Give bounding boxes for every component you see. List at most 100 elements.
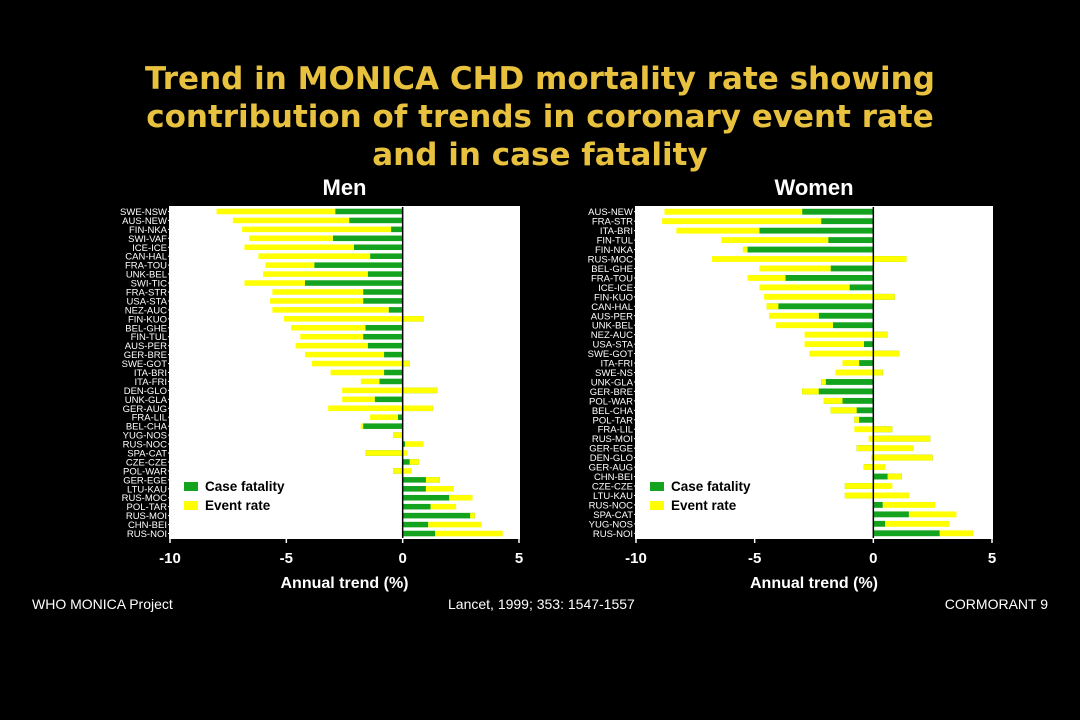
women-bar-event-rate-ita-fri	[842, 360, 860, 366]
men-category-label-ger-ege: GER-EGE	[123, 475, 167, 486]
men-bar-case-fatality-nez-auc	[388, 307, 403, 313]
women-category-label-fin-nka: FIN-NKA	[595, 245, 634, 256]
men-bar-case-fatality-swi-tic	[304, 280, 403, 286]
women-bar-event-rate-rus-moc	[711, 256, 907, 262]
women-bar-event-rate-bel-cha	[830, 407, 857, 414]
women-category-label-pol-tar: POL-TAR	[593, 415, 634, 426]
men-category-label-ger-aug: GER-AUG	[123, 404, 167, 415]
title-line-3: and in case fatality	[372, 137, 708, 173]
women-bar-event-rate-unk-bel	[776, 322, 833, 329]
women-category-label-unk-bel: UNK-BEL	[592, 321, 633, 332]
women-bar-case-fatality-fra-tou	[785, 274, 874, 281]
men-bar-case-fatality-unk-bel	[367, 271, 403, 277]
men-bar-case-fatality-ger-ege	[402, 477, 440, 483]
women-bar-case-fatality-can-hal	[766, 303, 874, 310]
men-bar-event-rate-fin-nka	[242, 226, 392, 233]
men-category-label-den-glo: DEN-GLO	[124, 386, 167, 397]
men-x-tick-label--10: -10	[159, 550, 181, 567]
women-bar-event-rate-ger-aug	[863, 464, 886, 471]
women-legend-label-case-fatality: Case fatality	[671, 479, 751, 494]
women-x-tick-label--5: -5	[748, 550, 761, 567]
men-bar-event-rate-yug-nos	[393, 432, 403, 438]
women-category-label-rus-noi: RUS-NOI	[593, 529, 633, 540]
women-bar-event-rate-pol-tar	[854, 416, 860, 423]
men-category-label-unk-bel: UNK-BEL	[126, 270, 167, 281]
men-bar-event-rate-fin-kuo	[284, 316, 424, 322]
women-category-label-bel-ghe: BEL-GHE	[591, 264, 633, 275]
women-bar-case-fatality-aus-new	[802, 208, 874, 215]
women-legend-label-event-rate: Event rate	[671, 498, 737, 513]
men-category-label-swi-tic: SWI-TIC	[131, 279, 168, 290]
women-bar-case-fatality-rus-noi	[873, 530, 940, 537]
men-bar-case-fatality-ltu-kau	[402, 486, 426, 492]
men-bar-event-rate-ger-ege	[425, 477, 440, 483]
men-bar-case-fatality-fra-lil	[398, 414, 403, 421]
women-bar-case-fatality-unk-gla	[821, 379, 874, 385]
women-bar-case-fatality-pol-tar	[854, 416, 874, 423]
men-bar-case-fatality-can-hal	[370, 253, 403, 259]
men-legend-label-case-fatality: Case fatality	[205, 479, 285, 494]
men-bar-case-fatality-swe-nsw	[335, 208, 403, 215]
women-category-label-den-glo: DEN-GLO	[590, 453, 633, 464]
women-category-label-unk-gla: UNK-GLA	[591, 377, 634, 388]
men-bar-case-fatality-rus-noi	[402, 530, 436, 537]
men-legend-swatch-event-rate	[184, 501, 198, 510]
women-bar-event-rate-ice-ice	[759, 284, 850, 291]
men-bar-case-fatality-rus-moi	[402, 512, 475, 519]
men-bar-case-fatality-swi-vaf	[332, 235, 403, 242]
women-bar-event-rate-ger-ege	[856, 445, 914, 452]
women-bar-event-rate-rus-noi	[939, 530, 974, 537]
men-bar-case-fatality-usa-sta	[363, 298, 403, 304]
women-category-label-aus-per: AUS-PER	[591, 311, 633, 322]
women-category-label-fra-lil: FRA-LIL	[598, 425, 633, 436]
women-bar-event-rate-nez-auc	[804, 331, 888, 338]
women-chart: Women AUS-NEWFRA-STRITA-BRIFIN-TULFIN-NKA…	[588, 175, 997, 592]
women-category-label-fra-tou: FRA-TOU	[591, 273, 633, 284]
women-category-label-ltu-kau: LTU-KAU	[593, 491, 633, 502]
men-bar-event-rate-nez-auc	[272, 307, 389, 313]
men-category-label-fra-lil: FRA-LIL	[132, 413, 167, 424]
footer-citation: Lancet, 1999; 353: 1547-1557	[448, 596, 635, 612]
women-bar-event-rate-ltu-kau	[844, 492, 909, 499]
women-bar-event-rate-pol-war	[823, 397, 843, 404]
men-bar-event-rate-ltu-kau	[425, 486, 454, 492]
women-category-label-can-hal: CAN-HAL	[591, 302, 633, 313]
women-category-label-bel-cha: BEL-CHA	[592, 406, 634, 417]
women-category-label-ger-ege: GER-EGE	[589, 444, 633, 455]
women-x-tick-label-5: 5	[988, 550, 996, 567]
men-bar-case-fatality-aus-new	[349, 217, 403, 224]
men-category-label-ita-fri: ITA-FRI	[134, 377, 167, 388]
women-bar-event-rate-fin-tul	[721, 237, 829, 244]
women-bar-event-rate-den-glo	[870, 454, 933, 461]
men-x-tick-label--5: -5	[280, 550, 293, 567]
men-bar-case-fatality-fra-tou	[314, 262, 403, 268]
women-category-label-fin-tul: FIN-TUL	[597, 236, 633, 247]
men-bar-event-rate-swi-vaf	[249, 235, 333, 242]
men-category-label-swe-nsw: SWE-NSW	[120, 207, 167, 218]
women-bar-event-rate-unk-gla	[821, 379, 826, 385]
women-category-label-ger-bre: GER-BRE	[590, 387, 633, 398]
women-bar-event-rate-aus-per	[768, 312, 819, 319]
title-line-2: contribution of trends in coronary event…	[146, 99, 934, 135]
women-bar-case-fatality-unk-bel	[832, 322, 874, 329]
men-bar-event-rate-swe-nsw	[216, 208, 336, 215]
women-bar-event-rate-chn-bei	[887, 473, 902, 480]
men-bar-event-rate-spa-cat	[365, 450, 408, 456]
men-x-axis-label: Annual trend (%)	[281, 575, 409, 592]
men-bar-event-rate-den-glo	[342, 387, 438, 394]
women-category-label-aus-new: AUS-NEW	[588, 207, 633, 218]
women-chart-title: Women	[774, 175, 853, 200]
men-category-label-bel-cha: BEL-CHA	[126, 422, 168, 433]
men-bar-event-rate-ger-bre	[304, 351, 385, 358]
women-category-label-ice-ice: ICE-ICE	[598, 283, 633, 294]
men-category-label-yug-nos: YUG-NOS	[123, 431, 167, 442]
men-category-label-fin-tul: FIN-TUL	[131, 332, 167, 343]
men-bar-event-rate-fra-lil	[370, 414, 399, 421]
women-category-label-rus-noc: RUS-NOC	[589, 500, 633, 511]
women-bar-event-rate-ger-bre	[802, 388, 819, 395]
women-category-label-cze-cze: CZE-CZE	[592, 481, 633, 492]
men-x-tick-label-5: 5	[515, 550, 523, 567]
men-category-label-fra-tou: FRA-TOU	[125, 261, 167, 272]
men-bar-event-rate-rus-noi	[435, 530, 503, 537]
women-category-label-ger-aug: GER-AUG	[589, 463, 633, 474]
